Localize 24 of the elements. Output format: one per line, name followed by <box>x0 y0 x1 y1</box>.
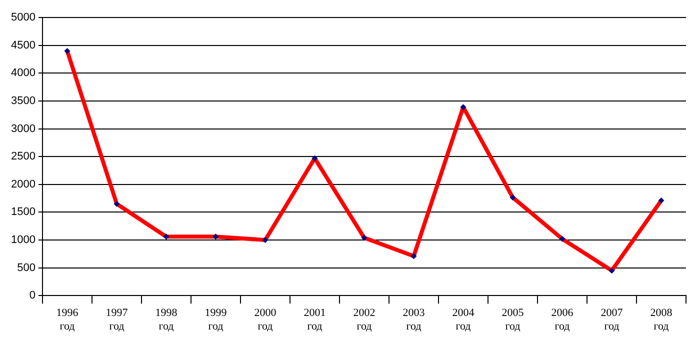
y-tick-label: 500 <box>17 262 36 274</box>
x-tick-label: 2000 год <box>254 307 277 332</box>
y-tick-label: 1000 <box>10 234 36 246</box>
x-tick-label: 1996 год <box>56 307 79 332</box>
x-tick-label: 1997 год <box>106 307 128 332</box>
y-tick-label: 1500 <box>10 206 36 218</box>
y-tick-label: 3500 <box>10 95 36 108</box>
x-tick-label: 1998 год <box>155 307 178 332</box>
x-tick-label: 1999 год <box>204 307 228 332</box>
y-tick-label: 5000 <box>10 12 36 24</box>
x-tick-label: 2004 год <box>452 307 475 332</box>
x-tick-label: 2006 год <box>551 307 574 332</box>
x-tick-label: 2007 год <box>600 307 624 332</box>
x-tick-label: 2003 год <box>402 307 426 332</box>
x-tick-label: 2002 год <box>353 307 376 332</box>
y-tick-label: 3000 <box>10 122 36 135</box>
x-tick-label: 2001 год <box>304 307 326 332</box>
y-tick-label: 2500 <box>10 150 36 163</box>
y-tick-label: 4500 <box>10 39 36 52</box>
y-tick-label: 4000 <box>10 67 36 80</box>
x-tick-label: 2008 год <box>650 307 673 332</box>
y-tick-label: 2000 <box>10 178 36 190</box>
x-tick-label: 2005 год <box>502 307 524 332</box>
y-tick-label: 0 <box>29 290 36 302</box>
